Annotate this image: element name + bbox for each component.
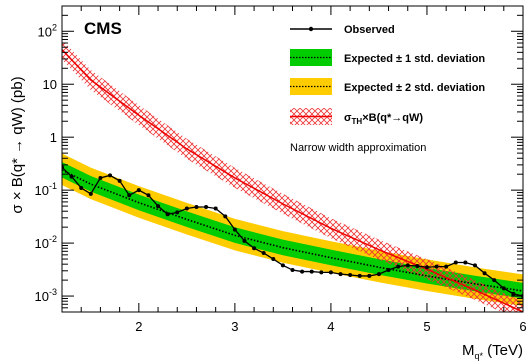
observed-point xyxy=(280,263,285,268)
observed-point xyxy=(444,264,449,269)
x-axis-title: Mq* (TeV) xyxy=(462,342,523,361)
y-tick-exponent: -2 xyxy=(49,234,57,244)
observed-point xyxy=(184,206,189,211)
x-tick-label: 5 xyxy=(423,319,430,334)
observed-point xyxy=(252,246,257,251)
y-axis-title: σ × B(q* → qW) (pb) xyxy=(9,76,26,213)
x-axis-title-unit: (TeV) xyxy=(483,342,523,359)
observed-point xyxy=(424,265,429,270)
observed-point xyxy=(300,269,305,274)
observed-point xyxy=(242,238,247,243)
y-tick-base: 10 xyxy=(43,77,57,92)
y-tick-label: 10 xyxy=(43,77,57,92)
series-expected-line xyxy=(62,169,523,292)
y-tick-exponent: -3 xyxy=(49,287,57,297)
observed-point xyxy=(492,278,497,283)
legend-theory-label: σTH×B(q*→qW) xyxy=(344,112,423,126)
y-tick-label: 10-1 xyxy=(35,181,57,198)
observed-point xyxy=(453,260,458,265)
y-tick-base: 10 xyxy=(35,289,49,304)
x-tick-label: 6 xyxy=(519,319,526,334)
y-tick-label: 10-3 xyxy=(35,287,57,304)
observed-point xyxy=(463,260,468,265)
observed-point xyxy=(348,272,353,277)
y-tick-exponent: -1 xyxy=(49,181,57,191)
observed-point xyxy=(194,205,199,210)
y-tick-label: 10-2 xyxy=(35,234,57,251)
band-theory xyxy=(62,39,523,312)
legend-item-exp1: Expected ± 1 std. deviation xyxy=(290,49,485,66)
y-tick-base: 10 xyxy=(38,24,52,39)
observed-point xyxy=(482,271,487,276)
observed-point xyxy=(261,251,266,256)
legend-item-observed: Observed xyxy=(290,24,395,36)
observed-point xyxy=(319,270,324,275)
observed-point xyxy=(309,269,314,274)
observed-point xyxy=(79,185,84,190)
observed-point xyxy=(98,175,103,180)
x-tick-label: 3 xyxy=(231,319,238,334)
legend-item-exp2: Expected ± 2 std. deviation xyxy=(290,78,485,95)
observed-point xyxy=(415,263,420,268)
observed-point xyxy=(472,263,477,268)
observed-point xyxy=(501,286,506,291)
observed-point xyxy=(127,193,132,198)
series-theory-line xyxy=(62,49,523,312)
observed-point xyxy=(156,204,161,209)
observed-point xyxy=(328,270,333,275)
x-axis-title-main: M xyxy=(462,342,475,359)
observed-point xyxy=(386,268,391,273)
observed-point xyxy=(223,214,228,219)
y-tick-base: 1 xyxy=(50,130,57,145)
observed-point xyxy=(117,178,122,183)
legend-theory-rest: ×B(q*→qW) xyxy=(362,112,423,124)
observed-point xyxy=(108,173,113,178)
legend-observed-label: Observed xyxy=(344,24,395,36)
observed-point xyxy=(357,273,362,278)
x-axis-title-sub: q* xyxy=(474,351,483,361)
legend-note: Narrow width approximation xyxy=(290,142,426,154)
observed-point xyxy=(88,191,93,196)
observed-point xyxy=(69,174,74,179)
observed-point xyxy=(290,268,295,273)
legend-exp1-label: Expected ± 1 std. deviation xyxy=(344,53,485,65)
observed-point xyxy=(367,273,372,278)
observed-point xyxy=(136,188,141,193)
observed-point xyxy=(338,272,343,277)
observed-point xyxy=(232,227,237,232)
y-tick-label: 1 xyxy=(50,130,57,145)
observed-point xyxy=(271,257,276,262)
observed-point xyxy=(376,272,381,277)
legend: Observed Expected ± 1 std. deviation Exp… xyxy=(290,24,485,154)
observed-point xyxy=(204,205,209,210)
y-tick-exponent: 2 xyxy=(52,22,57,32)
observed-point xyxy=(396,264,401,269)
x-tick-label: 2 xyxy=(135,319,142,334)
legend-exp2-label: Expected ± 2 std. deviation xyxy=(344,82,485,94)
observed-point xyxy=(146,193,151,198)
y-tick-label: 102 xyxy=(38,22,57,39)
cms-label: CMS xyxy=(84,19,122,38)
observed-point xyxy=(175,210,180,215)
legend-theory-sub: TH xyxy=(352,117,363,126)
observed-point xyxy=(165,212,170,217)
observed-point xyxy=(213,206,218,211)
x-tick-label: 4 xyxy=(327,319,334,334)
legend-item-theory: σTH×B(q*→qW) xyxy=(290,108,423,126)
observed-point xyxy=(434,264,439,269)
y-tick-base: 10 xyxy=(35,236,49,251)
observed-point xyxy=(405,263,410,268)
observed-point xyxy=(511,291,516,296)
legend-theory-sigma: σ xyxy=(344,112,352,124)
y-tick-base: 10 xyxy=(35,183,49,198)
